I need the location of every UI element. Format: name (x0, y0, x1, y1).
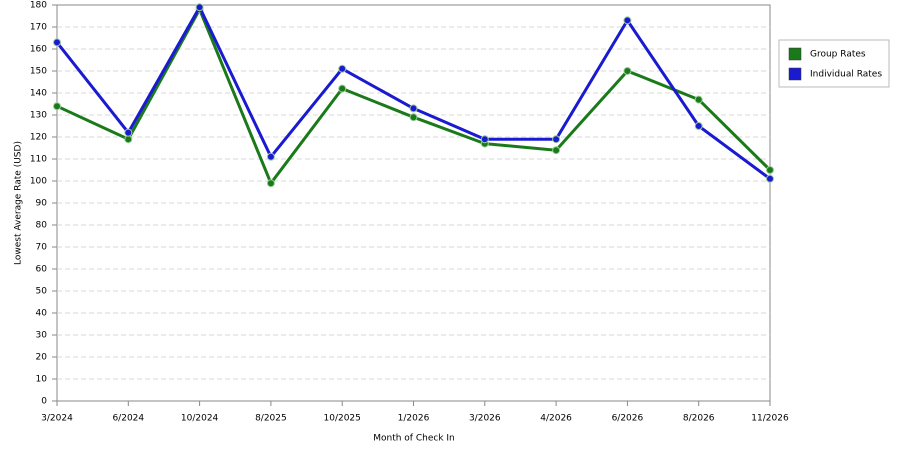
x-tick-label: 10/2024 (181, 414, 219, 424)
x-tick-label: 3/2026 (469, 414, 501, 424)
data-point (338, 64, 347, 73)
x-tick-label: 3/2024 (41, 414, 73, 424)
y-tick-label: 0 (41, 397, 47, 407)
data-point (338, 84, 347, 93)
y-tick-label: 100 (30, 177, 47, 187)
data-point (124, 128, 133, 137)
data-point (409, 113, 418, 122)
data-point (195, 3, 204, 12)
y-axis-label: Lowest Average Rate (USD) (14, 141, 24, 265)
x-tick-label: 1/2026 (398, 414, 430, 424)
data-point (53, 38, 61, 47)
x-axis-label: Month of Check In (373, 434, 455, 444)
y-tick-label: 130 (30, 111, 47, 121)
y-tick-label: 170 (30, 23, 47, 33)
data-point (552, 146, 561, 155)
data-point (124, 135, 133, 144)
y-tick-label: 50 (36, 287, 48, 297)
y-tick-label: 120 (30, 133, 47, 143)
data-point (766, 166, 774, 174)
data-point (409, 104, 418, 113)
y-tick-label: 30 (36, 331, 48, 341)
legend-label: Individual Rates (810, 70, 882, 80)
data-point (694, 95, 703, 104)
data-point (480, 135, 489, 144)
legend-swatch (788, 67, 802, 81)
legend-label: Group Rates (810, 50, 866, 60)
x-tick-label: 6/2024 (112, 414, 144, 424)
y-tick-label: 40 (36, 309, 48, 319)
y-tick-label: 80 (36, 221, 48, 231)
y-tick-label: 140 (30, 89, 47, 99)
data-point (552, 135, 561, 144)
y-tick-label: 110 (30, 155, 47, 165)
y-tick-label: 90 (36, 199, 48, 209)
y-tick-label: 160 (30, 45, 47, 55)
x-tick-label: 8/2025 (255, 414, 287, 424)
x-tick-label: 4/2026 (540, 414, 572, 424)
data-point (266, 179, 275, 188)
y-tick-label: 150 (30, 67, 47, 77)
data-point (694, 122, 703, 130)
x-tick-label: 10/2025 (324, 414, 361, 424)
y-tick-label: 180 (30, 1, 47, 11)
x-tick-label: 6/2026 (612, 414, 644, 424)
legend-swatch (788, 47, 802, 61)
x-tick-label: 11/2026 (751, 414, 789, 424)
data-point (53, 102, 61, 111)
series-line (56, 7, 772, 185)
data-point (766, 174, 774, 183)
data-point (266, 152, 275, 161)
y-tick-label: 70 (36, 243, 48, 253)
data-point (623, 67, 632, 75)
x-tick-label: 8/2026 (683, 414, 715, 424)
y-tick-label: 10 (36, 375, 48, 385)
y-tick-label: 20 (36, 353, 48, 363)
data-point (623, 16, 632, 25)
y-tick-label: 60 (36, 265, 48, 275)
